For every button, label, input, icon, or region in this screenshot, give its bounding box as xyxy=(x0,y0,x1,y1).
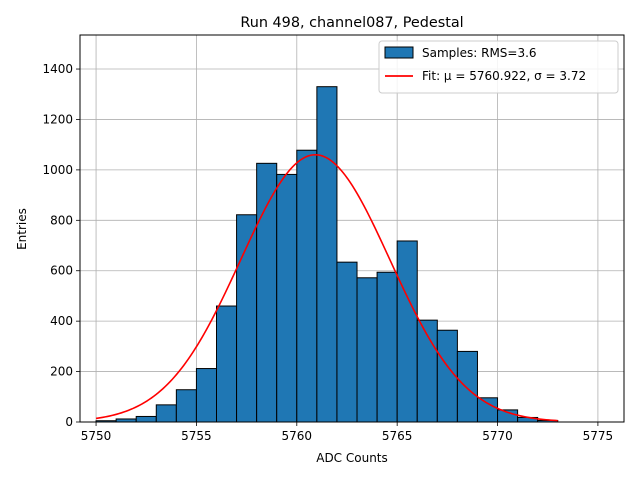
x-axis-ticks: 5750 5755 5760 5765 5770 5775 xyxy=(81,422,613,443)
histogram-bars xyxy=(95,86,559,423)
histogram-bar xyxy=(376,271,398,423)
histogram-bar xyxy=(436,329,458,423)
histogram-bar xyxy=(316,86,338,423)
histogram-bar xyxy=(476,397,499,423)
histogram-bar xyxy=(216,305,238,423)
y-tick-label: 1000 xyxy=(42,163,73,177)
chart-title: Run 498, channel087, Pedestal xyxy=(240,15,463,31)
histogram-bar xyxy=(456,350,478,423)
plot-frame xyxy=(79,34,625,423)
y-tick-label: 0 xyxy=(65,415,73,429)
fit-curve xyxy=(95,153,558,422)
x-axis-label: ADC Counts xyxy=(316,451,388,465)
x-tick-label: 5775 xyxy=(583,429,614,443)
x-tick-label: 5755 xyxy=(181,429,212,443)
legend-fit-label: Fit: μ = 5760.922, σ = 3.72 xyxy=(422,69,586,83)
histogram-bar xyxy=(135,415,157,423)
y-tick-label: 200 xyxy=(50,365,73,379)
y-tick-label: 400 xyxy=(50,314,73,328)
histogram-bar xyxy=(276,173,298,423)
fit-curve-layer xyxy=(95,153,558,422)
x-tick-label: 5770 xyxy=(482,429,513,443)
histogram-bar xyxy=(396,240,418,423)
histogram-bar xyxy=(356,277,378,423)
x-tick-label: 5750 xyxy=(81,429,112,443)
histogram-bar xyxy=(155,404,177,423)
legend-samples-swatch xyxy=(384,46,414,59)
histogram-bar xyxy=(296,149,318,423)
y-axis-label: Entries xyxy=(15,208,29,250)
x-tick-label: 5760 xyxy=(282,429,313,443)
y-tick-label: 1400 xyxy=(42,62,73,76)
y-tick-label: 1200 xyxy=(42,112,73,126)
histogram-bar xyxy=(256,162,278,423)
y-axis-ticks: 0 200 400 600 800 1000 1200 1400 xyxy=(42,62,80,429)
histogram-bar xyxy=(175,389,197,423)
histogram-bar xyxy=(336,261,358,423)
histogram-bar xyxy=(195,368,218,423)
y-tick-label: 600 xyxy=(50,264,73,278)
legend: Samples: RMS=3.6 Fit: μ = 5760.922, σ = … xyxy=(378,40,619,94)
legend-box xyxy=(378,40,619,94)
x-tick-label: 5765 xyxy=(382,429,413,443)
y-tick-label: 800 xyxy=(50,213,73,227)
legend-samples-label: Samples: RMS=3.6 xyxy=(422,46,537,60)
